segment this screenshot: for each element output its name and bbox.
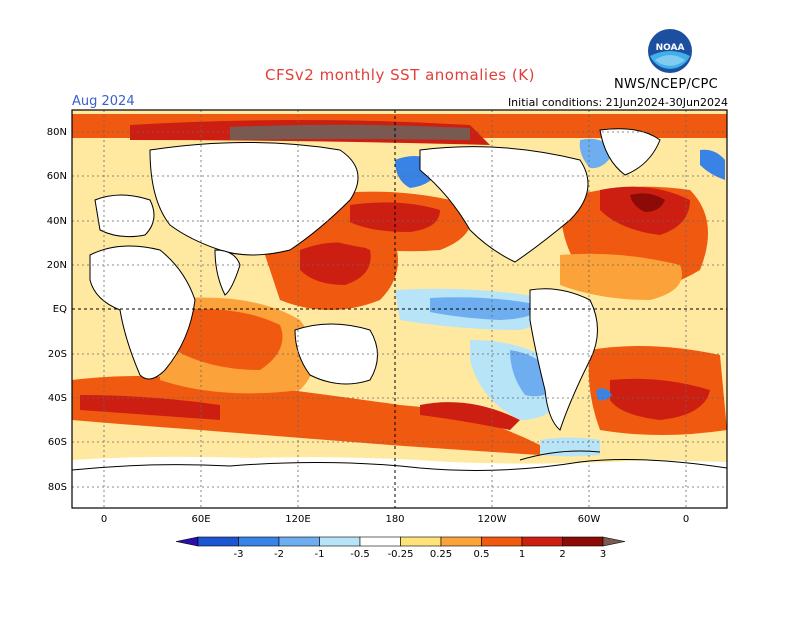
noaa-logo-text: NOAA	[656, 43, 685, 53]
lon-label: 120E	[285, 514, 310, 525]
lat-label: 40S	[48, 393, 67, 404]
colorbar-bin	[400, 536, 442, 547]
lat-label: EQ	[53, 304, 67, 315]
colorbar-label: -0.5	[350, 549, 370, 560]
lon-label: 180	[385, 514, 404, 525]
lon-label: 0	[683, 514, 689, 525]
colorbar-max-arrow	[602, 536, 626, 547]
colorbar-label: 3	[600, 549, 606, 560]
lon-label: 0	[101, 514, 107, 525]
colorbar-bin	[521, 536, 563, 547]
colorbar-bin	[319, 536, 361, 547]
colorbar-label: -2	[274, 549, 284, 560]
colorbar-label: -1	[315, 549, 325, 560]
colorbar-bin	[359, 536, 401, 547]
initial-conditions: Initial conditions: 21Jun2024-30Jun2024	[507, 96, 728, 109]
colorbar-bin	[481, 536, 523, 547]
lon-label: 60W	[578, 514, 601, 525]
lat-label: 60N	[47, 171, 67, 182]
lon-label: 120W	[478, 514, 507, 525]
lat-label: 80S	[48, 482, 67, 493]
colorbar-bin	[440, 536, 482, 547]
colorbar-bin	[278, 536, 320, 547]
colorbar-label: 1	[519, 549, 525, 560]
colorbar: -3 -2 -1 -0.5 -0.25 0.25 0.5 1 2 3	[175, 536, 626, 560]
colorbar-bin	[238, 536, 280, 547]
forecast-month: Aug 2024	[72, 94, 135, 109]
lat-label: 80N	[47, 127, 67, 138]
map-frame	[71, 109, 728, 509]
map-title: CFSv2 monthly SST anomalies (K)	[265, 66, 535, 84]
lat-label: 40N	[47, 216, 67, 227]
lat-label: 60S	[48, 437, 67, 448]
agency-label: NWS/NCEP/CPC	[614, 77, 719, 92]
lon-label: 60E	[191, 514, 210, 525]
colorbar-bin	[197, 536, 239, 547]
lat-labels: 80N 60N 40N 20N EQ 20S 40S 60S 80S	[47, 127, 67, 493]
continents	[89, 128, 661, 431]
graticule	[72, 110, 727, 508]
colorbar-label: 0.25	[430, 549, 452, 560]
lon-labels: 0 60E 120E 180 120W 60W 0	[101, 514, 689, 525]
lat-label: 20S	[48, 349, 67, 360]
colorbar-bin	[562, 536, 604, 547]
colorbar-label: -0.25	[388, 549, 414, 560]
lat-label: 20N	[47, 260, 67, 271]
colorbar-label: 2	[559, 549, 565, 560]
noaa-logo: NOAA	[648, 29, 692, 73]
colorbar-label: -3	[234, 549, 244, 560]
colorbar-label: 0.5	[474, 549, 490, 560]
colorbar-min-arrow	[175, 536, 199, 547]
